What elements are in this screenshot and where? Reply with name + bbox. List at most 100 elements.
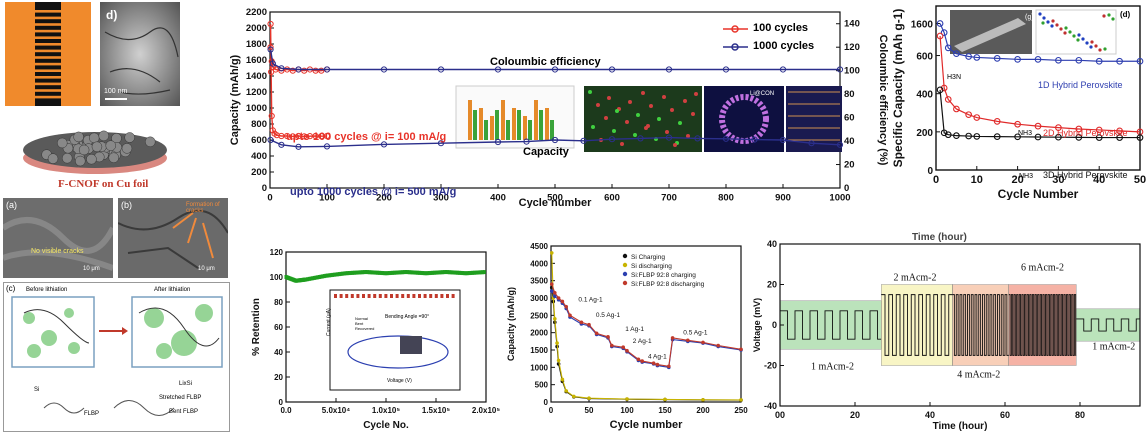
crystal-atom (1063, 31, 1067, 35)
inset-data-point (418, 294, 421, 298)
data-point (273, 132, 280, 139)
data-point (323, 66, 331, 73)
data-point (1014, 56, 1021, 63)
data-point (267, 20, 274, 28)
data-point (314, 275, 318, 280)
y2-tick-label: 140 (844, 19, 860, 30)
perov-label-g: (g) (1025, 14, 1034, 21)
data-point (380, 66, 388, 73)
data-point (362, 270, 366, 275)
electrode-stripe (19, 23, 77, 26)
sem-b-text: Formation of cracks (186, 202, 220, 214)
inset-data-point (339, 294, 343, 298)
data-point (380, 141, 388, 148)
electrode-stripe (19, 10, 77, 13)
legend-label: Si:FLBP 92:8 charging (631, 272, 696, 279)
data-point (694, 135, 701, 142)
y-axis-label: Specific Capacity (mAh g-1) (891, 9, 905, 168)
y-tick-label: 80 (274, 298, 283, 307)
data-point (272, 66, 279, 73)
crystal-atom (1059, 27, 1063, 31)
x-tick-label: 100 (319, 193, 335, 204)
x-tick-label: 250 (734, 406, 748, 415)
data-point (301, 67, 308, 74)
series-line (939, 23, 1140, 62)
si-particle (23, 312, 35, 324)
voltage-trace (1008, 294, 1077, 356)
data-point (1116, 134, 1123, 141)
data-point (342, 271, 346, 276)
y-axis-label: Capacity (mAh/g) (229, 54, 241, 145)
data-point (560, 299, 565, 304)
data-point (556, 358, 561, 363)
inset-atom (628, 100, 632, 104)
data-point (312, 67, 319, 74)
x-tick-label: 50 (585, 406, 594, 415)
x-axis-label: Time (hour) (933, 421, 988, 432)
data-point (454, 270, 458, 275)
inset-data-point (412, 294, 416, 298)
data-point (993, 118, 1001, 125)
crystal-atom (1055, 23, 1059, 27)
crystal-atom (1081, 37, 1085, 41)
data-point (665, 134, 673, 141)
data-point (278, 141, 285, 148)
inset-data-point (390, 294, 393, 298)
legend-1000-marker (731, 43, 739, 51)
scale-100nm: 100 nm (104, 88, 128, 95)
data-point (474, 270, 478, 275)
cv-curve (347, 335, 449, 369)
y-tick-label: 400 (916, 90, 933, 101)
voltage-trace (1076, 318, 1140, 332)
y-tick-label: 500 (535, 381, 549, 390)
lithiation-schematic (11, 296, 223, 416)
inset-ylabel: Current (μA) (326, 308, 332, 336)
y2-tick-label: 60 (844, 113, 855, 124)
data-point (467, 271, 471, 276)
data-point (392, 270, 396, 275)
data-point (1095, 134, 1103, 141)
data-point (469, 270, 473, 275)
inset-legend-recovered: Recovered (355, 326, 375, 331)
inset-data-point (334, 294, 337, 298)
x-tick-label: 300 (433, 193, 449, 204)
data-point (940, 84, 948, 92)
data-point (407, 270, 411, 275)
data-point (437, 270, 441, 275)
sem-panel-a: (a) No visible cracks 10 μm (3, 198, 113, 278)
data-point (587, 322, 591, 327)
y-tick-label: 600 (251, 135, 267, 146)
inset-licon-label: Li@CON (750, 91, 775, 97)
cnof-bump (91, 141, 103, 153)
crystal-atom (1042, 16, 1046, 20)
y-tick-label: 40 (274, 348, 283, 357)
voltage-trace (780, 310, 882, 340)
annotation-1000-cycles: upto 1000 cycles @ i= 500 mA/g (290, 186, 457, 198)
data-point (779, 66, 787, 73)
data-point (267, 136, 274, 144)
inset-atom (673, 143, 677, 147)
data-point (479, 270, 483, 275)
data-point (377, 270, 381, 275)
crystal-atom (1098, 48, 1102, 52)
voltage-top-label: Time (hour) (912, 232, 967, 243)
x-tick-label: 1000 (829, 193, 850, 204)
data-point (437, 66, 445, 73)
cnof-disc-panel: F-CNOF on Cu foil (10, 110, 180, 196)
data-point (402, 270, 406, 275)
inset-data-point (373, 294, 377, 298)
data-point (621, 345, 625, 350)
data-point (451, 270, 455, 275)
rate-label: 1 Ag-1 (625, 326, 644, 333)
crystal-atom (1103, 47, 1107, 51)
schem-bent: Bent FLBP (169, 409, 199, 415)
inset-xlabel: Voltage (V) (387, 378, 412, 384)
x-tick-label: 10 (971, 174, 983, 186)
data-point (442, 270, 446, 275)
data-point (386, 271, 390, 276)
inset-atom (665, 130, 669, 134)
legend-1000-cycles: 1000 cycles (753, 40, 815, 52)
crystal-atom (1072, 34, 1076, 38)
inset-structure-green (584, 86, 702, 152)
crystal-atom (1085, 41, 1089, 45)
